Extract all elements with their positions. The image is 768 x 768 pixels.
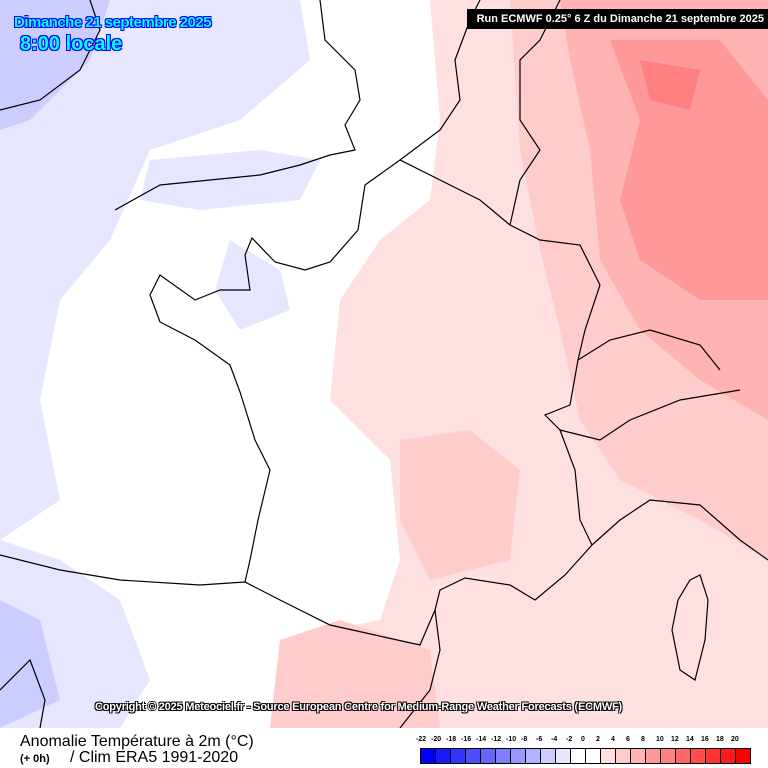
map-title: Anomalie Température à 2m (°C)	[20, 733, 254, 750]
legend-label: -12	[491, 736, 502, 743]
legend-label: 14	[686, 736, 694, 743]
legend-swatch	[511, 749, 526, 763]
legend-label: 2	[596, 736, 600, 743]
legend-swatch	[526, 749, 541, 763]
legend-swatch	[541, 749, 556, 763]
anomaly-region-cool	[215, 240, 290, 330]
anomaly-region-cool	[140, 150, 320, 210]
legend-swatch	[556, 749, 571, 763]
legend-label: -6	[536, 736, 543, 743]
anomaly-region-warm	[270, 620, 440, 728]
france-outline	[149, 159, 601, 646]
legend-swatch	[571, 749, 586, 763]
spain-east-coast	[399, 609, 441, 728]
legend-label: -18	[446, 736, 457, 743]
swiss-border	[577, 329, 721, 371]
legend-swatch	[706, 749, 721, 763]
anomaly-region-warm	[640, 60, 700, 110]
legend-swatch	[691, 749, 706, 763]
copyright-notice: Copyright © 2025 Meteociel.fr - Source E…	[95, 701, 622, 713]
legend-swatch	[721, 749, 736, 763]
map-footer: Anomalie Température à 2m (°C) (+ 0h) / …	[0, 728, 768, 768]
legend-label: 16	[701, 736, 709, 743]
lead-time: (+ 0h)	[20, 753, 50, 765]
legend-swatch	[421, 749, 436, 763]
spain-coast	[0, 554, 246, 586]
legend-label: 12	[671, 736, 679, 743]
germany-border	[509, 0, 561, 226]
legend-label: -20	[431, 736, 442, 743]
legend-swatch	[736, 749, 750, 763]
anomaly-region-cool	[0, 0, 310, 540]
italy-north-border	[559, 389, 741, 441]
legend-swatch	[601, 749, 616, 763]
legend-swatch	[646, 749, 661, 763]
legend-label: -2	[566, 736, 573, 743]
legend-swatch	[631, 749, 646, 763]
uk-west-coast	[0, 0, 101, 111]
temperature-anomaly-map	[0, 0, 768, 728]
color-scale-legend	[420, 748, 751, 764]
legend-label: 6	[626, 736, 630, 743]
legend-swatch	[451, 749, 466, 763]
legend-label: 8	[641, 736, 645, 743]
anomaly-region-cool	[0, 0, 110, 130]
anomaly-region-cool	[0, 600, 60, 728]
climatology-label: / Clim ERA5 1991-2020	[70, 749, 239, 766]
uk-coast	[114, 0, 361, 211]
legend-label: 4	[611, 736, 615, 743]
anomaly-region-warm	[400, 430, 520, 580]
legend-label: -10	[506, 736, 517, 743]
legend-swatch	[661, 749, 676, 763]
legend-swatch	[586, 749, 601, 763]
legend-label: 0	[581, 736, 585, 743]
legend-label: -8	[521, 736, 528, 743]
legend-swatch	[436, 749, 451, 763]
legend-swatch	[676, 749, 691, 763]
corsica	[671, 574, 709, 681]
forecast-time: 8:00 locale	[20, 33, 123, 55]
legend-swatch	[616, 749, 631, 763]
legend-label: -4	[551, 736, 558, 743]
iberia-west-coast	[0, 658, 46, 728]
legend-label: -22	[416, 736, 427, 743]
legend-swatch	[496, 749, 511, 763]
legend-label: 18	[716, 736, 724, 743]
legend-label: -14	[476, 736, 487, 743]
legend-label: -16	[461, 736, 472, 743]
italy-border	[591, 499, 768, 561]
model-run-label: Run ECMWF 0.25° 6 Z du Dimanche 21 septe…	[466, 9, 768, 29]
legend-swatch	[481, 749, 496, 763]
forecast-date: Dimanche 21 septembre 2025	[14, 14, 212, 31]
color-scale-labels: -22 -20 -18 -16 -14 -12 -10 -8 -6 -4 -2 0 2 4 6 8 10 12 14…	[414, 736, 754, 746]
anomaly-region-warm	[610, 40, 768, 300]
legend-label: 20	[731, 736, 739, 743]
legend-swatch	[466, 749, 481, 763]
legend-label: 10	[656, 736, 664, 743]
